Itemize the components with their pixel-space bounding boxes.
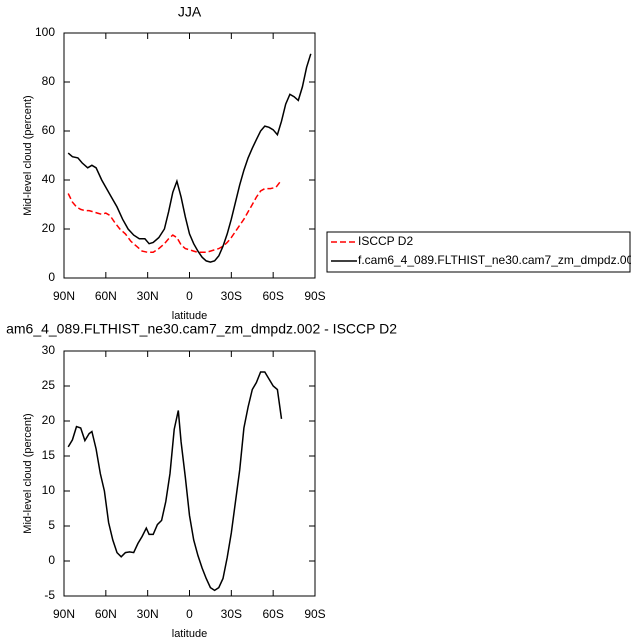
y-tick-label: 15 — [42, 448, 56, 462]
x-tick-label: 30N — [137, 289, 159, 303]
plot-frame — [63, 32, 316, 279]
x-tick-label: 90S — [304, 607, 325, 621]
y-tick-label: 80 — [42, 74, 56, 88]
y-tick-label: 20 — [42, 413, 56, 427]
legend-box — [326, 231, 631, 273]
y-tick-label: 25 — [42, 378, 56, 392]
y-tick-label: 40 — [42, 172, 56, 186]
x-tick-label: 60S — [262, 607, 283, 621]
x-tick-label: 0 — [186, 289, 193, 303]
x-tick-label: 30S — [221, 607, 242, 621]
data-line — [67, 179, 283, 254]
legend-label: f.cam6_4_089.FLTHIST_ne30.cam7_zm_dmpdz.… — [358, 253, 631, 267]
x-tick-label: 90S — [304, 289, 325, 303]
y-tick-label: 100 — [35, 25, 55, 39]
y-axis-label: Mid-level cloud (percent) — [22, 95, 34, 215]
plot-frame — [63, 350, 316, 597]
chart-title: am6_4_089.FLTHIST_ne30.cam7_zm_dmpdz.002… — [6, 321, 397, 337]
y-tick-label: 0 — [48, 553, 55, 567]
data-line — [67, 53, 312, 263]
x-tick-label: 90N — [53, 607, 75, 621]
y-tick-label: 10 — [42, 483, 56, 497]
x-tick-label: 60S — [262, 289, 283, 303]
x-tick-label: 0 — [186, 607, 193, 621]
y-tick-label: 60 — [42, 123, 56, 137]
y-tick-label: 0 — [48, 270, 55, 284]
x-tick-label: 30N — [137, 607, 159, 621]
x-axis-label: latitude — [172, 628, 207, 640]
x-tick-label: 90N — [53, 289, 75, 303]
x-tick-label: 30S — [221, 289, 242, 303]
y-tick-label: 30 — [42, 343, 56, 357]
legend-label: ISCCP D2 — [358, 234, 413, 248]
x-axis-label: latitude — [172, 310, 207, 322]
y-tick-label: -5 — [44, 588, 55, 602]
y-axis-label: Mid-level cloud (percent) — [22, 413, 34, 533]
y-tick-label: 20 — [42, 221, 56, 235]
x-tick-label: 60N — [95, 289, 117, 303]
chart-title: JJA — [178, 4, 202, 20]
y-tick-label: 5 — [48, 518, 55, 532]
x-tick-label: 60N — [95, 607, 117, 621]
data-line — [67, 371, 283, 592]
